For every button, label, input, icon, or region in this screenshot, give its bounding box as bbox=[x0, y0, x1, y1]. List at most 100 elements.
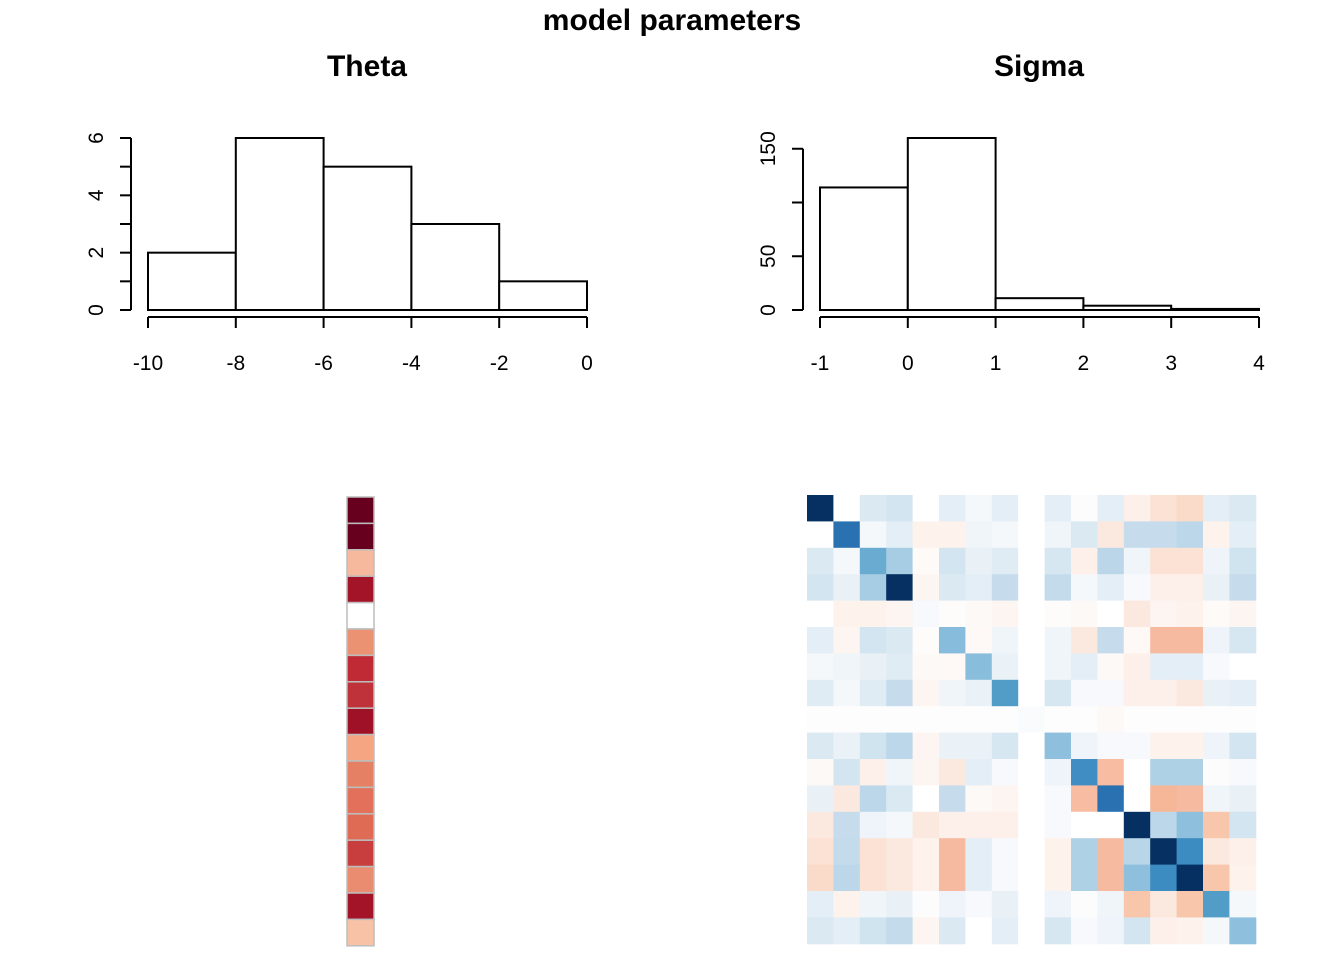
heatmap-cell bbox=[1203, 547, 1230, 575]
heatmap-cell bbox=[991, 891, 1019, 918]
heatmap-cell bbox=[1176, 891, 1204, 918]
heatmap-cell bbox=[1203, 838, 1230, 866]
heatmap-cell bbox=[807, 521, 834, 549]
heatmap-cell bbox=[1150, 600, 1178, 628]
heatmap-cell bbox=[346, 892, 375, 921]
heatmap-cell bbox=[1176, 600, 1204, 628]
heatmap-cell bbox=[886, 864, 914, 892]
heatmap-cell bbox=[912, 600, 940, 628]
heatmap-cell bbox=[991, 653, 1019, 681]
heatmap-cell bbox=[965, 917, 993, 945]
heatmap-cell bbox=[1018, 679, 1046, 707]
heatmap-cell bbox=[1018, 547, 1046, 575]
heatmap-cell bbox=[886, 495, 914, 522]
heatmap-cell bbox=[859, 600, 887, 628]
heatmap-cell bbox=[1229, 759, 1257, 786]
heatmap-cell bbox=[1071, 600, 1098, 628]
heatmap-cell bbox=[807, 627, 834, 654]
heatmap-cell bbox=[833, 574, 861, 602]
heatmap-cell bbox=[1123, 706, 1151, 734]
heatmap-cell bbox=[1071, 785, 1098, 813]
heatmap-cell bbox=[939, 838, 966, 866]
heatmap-cell bbox=[833, 732, 861, 760]
heatmap-cell bbox=[1150, 838, 1178, 866]
y-tick-label: 50 bbox=[757, 245, 780, 268]
heatmap-cell bbox=[346, 601, 375, 630]
heatmap-cell bbox=[1176, 495, 1204, 522]
y-tick-label: 0 bbox=[85, 304, 108, 316]
heatmap-cell bbox=[859, 706, 887, 734]
heatmap-cell bbox=[1150, 679, 1178, 707]
heatmap-cell bbox=[1150, 785, 1178, 813]
heatmap-cell bbox=[833, 653, 861, 681]
heatmap-cell bbox=[859, 521, 887, 549]
heatmap-cell bbox=[346, 786, 375, 815]
x-tick-label: 4 bbox=[1253, 352, 1265, 375]
heatmap-cell bbox=[859, 891, 887, 918]
heatmap-cell bbox=[1123, 811, 1151, 839]
sigma-histogram-y-axis: 0 50 150 bbox=[757, 131, 804, 316]
heatmap-cell bbox=[912, 864, 940, 892]
heatmap-cell bbox=[1044, 547, 1072, 575]
heatmap-cell bbox=[1018, 653, 1046, 681]
heatmap-cell bbox=[1097, 785, 1125, 813]
heatmap-cell bbox=[1097, 917, 1125, 945]
heatmap-cell bbox=[833, 547, 861, 575]
heatmap-cell bbox=[886, 627, 914, 654]
heatmap-cell bbox=[833, 627, 861, 654]
heatmap-cell bbox=[1044, 495, 1072, 522]
heatmap-cell bbox=[991, 521, 1019, 549]
y-tick-label: 0 bbox=[757, 304, 780, 316]
heatmap-cell bbox=[859, 811, 887, 839]
heatmap-cell bbox=[991, 838, 1019, 866]
heatmap-cell bbox=[346, 707, 375, 736]
heatmap-cell bbox=[912, 917, 940, 945]
heatmap-cell bbox=[939, 679, 966, 707]
heatmap-cell bbox=[965, 785, 993, 813]
heatmap-cell bbox=[1176, 864, 1204, 892]
heatmap-cell bbox=[1044, 653, 1072, 681]
heatmap-cell bbox=[1071, 495, 1098, 522]
heatmap-cell bbox=[1018, 706, 1046, 734]
heatmap-cell bbox=[346, 733, 375, 762]
heatmap-cell bbox=[1229, 679, 1257, 707]
heatmap-cell bbox=[1176, 811, 1204, 839]
heatmap-cell bbox=[886, 838, 914, 866]
heatmap-cell bbox=[1123, 574, 1151, 602]
heatmap-cell bbox=[859, 679, 887, 707]
heatmap-cell bbox=[1097, 653, 1125, 681]
histogram-bar bbox=[1082, 304, 1173, 312]
heatmap-cell bbox=[859, 785, 887, 813]
heatmap-cell bbox=[1150, 759, 1178, 786]
heatmap-cell bbox=[886, 811, 914, 839]
heatmap-cell bbox=[807, 653, 834, 681]
heatmap-cell bbox=[912, 679, 940, 707]
heatmap-cell bbox=[886, 732, 914, 760]
heatmap-cell bbox=[1229, 521, 1257, 549]
heatmap-cell bbox=[1071, 547, 1098, 575]
heatmap-cell bbox=[912, 838, 940, 866]
heatmap-cell bbox=[1176, 679, 1204, 707]
histogram-bar bbox=[906, 137, 997, 311]
heatmap-cell bbox=[1071, 653, 1098, 681]
x-tick-label: 1 bbox=[990, 352, 1002, 375]
heatmap-cell bbox=[991, 679, 1019, 707]
heatmap-cell bbox=[912, 785, 940, 813]
heatmap-cell bbox=[991, 706, 1019, 734]
heatmap-cell bbox=[939, 811, 966, 839]
heatmap-cell bbox=[1071, 679, 1098, 707]
heatmap-cell bbox=[1176, 838, 1204, 866]
heatmap-cell bbox=[1229, 706, 1257, 734]
heatmap-cell bbox=[1097, 811, 1125, 839]
heatmap-cell bbox=[1044, 864, 1072, 892]
x-tick-label: -6 bbox=[314, 352, 333, 375]
heatmap-cell bbox=[833, 600, 861, 628]
heatmap-cell bbox=[886, 547, 914, 575]
heatmap-cell bbox=[991, 574, 1019, 602]
heatmap-cell bbox=[939, 706, 966, 734]
heatmap-cell bbox=[1097, 521, 1125, 549]
heatmap-cell bbox=[1071, 759, 1098, 786]
sigma-histogram-x-axis: -1 0 1 2 3 4 bbox=[811, 316, 1265, 375]
heatmap-cell bbox=[807, 838, 834, 866]
